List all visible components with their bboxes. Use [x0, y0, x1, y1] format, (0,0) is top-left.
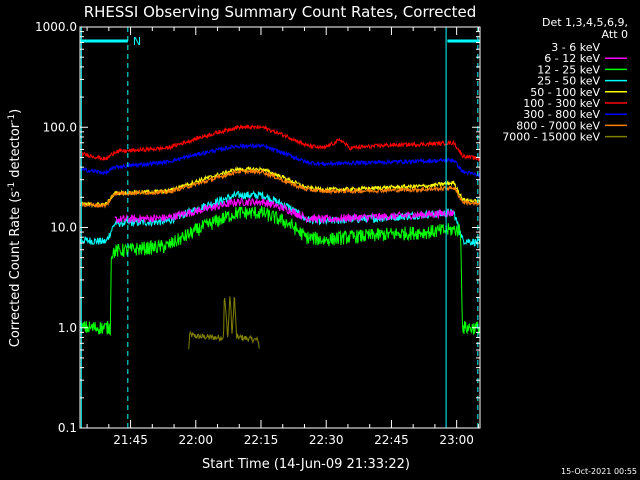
plot-overlays: N — [80, 27, 480, 428]
y-tick-label: 10.0 — [50, 221, 77, 235]
legend-header: Det 1,3,4,5,6,9, Att 0 — [542, 16, 628, 41]
chart-title: RHESSI Observing Summary Count Rates, Co… — [84, 3, 477, 21]
x-tick-label: 22:00 — [178, 433, 213, 447]
series-line-3-6-kev — [114, 209, 455, 264]
legend-header-line-1: Det 1,3,4,5,6,9, — [542, 16, 628, 29]
legend-header-line-2: Att 0 — [602, 28, 628, 41]
series-line-6-12-kev — [114, 197, 455, 225]
legend-label: 100 - 300 keV — [523, 97, 600, 110]
y-tick-label: 1.0 — [58, 321, 77, 335]
generation-timestamp: 15-Oct-2021 00:55 — [561, 467, 637, 476]
night-period-label: N — [133, 35, 141, 48]
series-line-300-800-kev — [79, 142, 481, 178]
legend-label: 25 - 50 keV — [537, 75, 600, 88]
series-line-800-7000-kev — [79, 168, 481, 209]
x-axis-label: Start Time (14-Jun-09 21:33:22) — [202, 457, 410, 472]
legend-label: 300 - 800 keV — [523, 108, 600, 121]
y-axis-label-mid: detector — [8, 122, 23, 182]
x-tick-label: 23:00 — [439, 433, 474, 447]
legend-label: 12 - 25 keV — [537, 63, 600, 76]
y-axis-label-sup2: -1 — [7, 114, 17, 123]
y-tick-label: 100.0 — [43, 120, 77, 134]
x-tick-label: 22:15 — [244, 433, 279, 447]
legend-label: 800 - 7000 keV — [516, 119, 600, 132]
y-axis: 0.1 1.0 10.0 100.0 1000.0 — [35, 20, 480, 435]
legend-label: 7000 - 15000 keV — [502, 131, 600, 144]
y-tick-label: 1000.0 — [35, 20, 77, 34]
y-axis-label-sup1: -1 — [7, 182, 17, 191]
y-tick-label: 0.1 — [58, 421, 77, 435]
series-line-100-300-kev — [79, 123, 481, 162]
legend-label: 6 - 12 keV — [544, 52, 600, 65]
plot-series-group — [79, 123, 481, 350]
y-axis-label-end: ) — [8, 109, 23, 114]
series-line-50-100-kev — [79, 165, 481, 209]
series-line-7000-15000-kev — [188, 296, 260, 350]
legend-label: 3 - 6 keV — [551, 41, 600, 54]
x-axis: 21:45 22:00 22:15 22:30 22:45 23:00 — [86, 27, 479, 447]
series-line-12-25-kev — [79, 205, 481, 336]
plot-frame — [79, 26, 481, 429]
x-tick-label: 22:30 — [309, 433, 344, 447]
legend-label: 50 - 100 keV — [530, 86, 600, 99]
y-axis-label: Corrected Count Rate (s-1 detector-1) — [7, 109, 23, 347]
x-tick-label: 22:45 — [374, 433, 409, 447]
x-tick-label: 21:45 — [113, 433, 148, 447]
y-axis-label-main: Corrected Count Rate (s — [8, 191, 23, 348]
